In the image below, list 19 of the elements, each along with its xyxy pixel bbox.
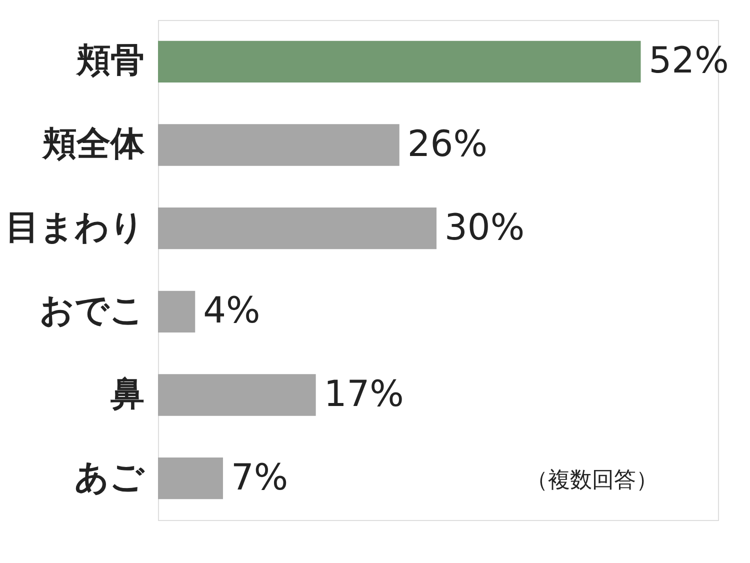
annotation: （複数回答）: [526, 468, 658, 493]
y-tick-label: 頬骨: [76, 40, 144, 81]
bar: [158, 208, 437, 250]
bar: [158, 374, 316, 416]
bar: [158, 124, 400, 166]
y-tick-label: 頬全体: [42, 124, 146, 164]
data-label: 30%: [444, 207, 525, 248]
data-label: 26%: [407, 124, 488, 165]
bar: [158, 40, 641, 82]
y-tick-label: 鼻: [110, 374, 144, 414]
y-tick-label: あご: [74, 457, 146, 498]
data-label: 17%: [324, 374, 404, 415]
y-tick-label: 目まわり: [6, 207, 144, 248]
bar: [158, 290, 196, 332]
data-label: 7%: [230, 457, 288, 498]
y-tick-label: おでこ: [40, 290, 144, 331]
data-label: 4%: [203, 290, 260, 332]
data-label: 52%: [648, 40, 729, 82]
bar: [158, 458, 223, 500]
